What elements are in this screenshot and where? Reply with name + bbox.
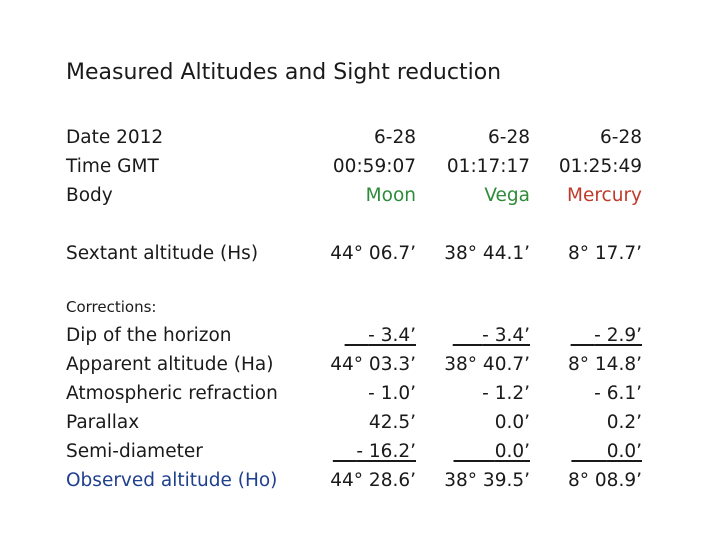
mercury-refraction: - 6.1’ (594, 383, 642, 404)
mercury-dip: - 2.9’ (594, 325, 642, 346)
vega-body: Vega (484, 185, 530, 206)
label-body: Body (66, 185, 113, 206)
vega-dip: - 3.4’ (482, 325, 530, 346)
vega-parallax: 0.0’ (494, 412, 530, 433)
mercury-body: Mercury (567, 185, 642, 206)
moon-hs: 44° 06.7’ (330, 243, 416, 264)
mercury-semidiameter: 0.0’ (606, 441, 642, 462)
mercury-parallax: 0.2’ (606, 412, 642, 433)
vega-refraction: - 1.2’ (482, 383, 530, 404)
label-semi-diameter: Semi-diameter (66, 441, 203, 462)
moon-semidiameter: - 16.2’ (356, 441, 416, 462)
mercury-hs: 8° 17.7’ (568, 243, 642, 264)
label-sextant-altitude: Sextant altitude (Hs) (66, 243, 259, 264)
mercury-time: 01:25:49 (558, 156, 642, 177)
moon-time: 00:59:07 (332, 156, 416, 177)
mercury-ho: 8° 08.9’ (568, 470, 642, 491)
moon-ha: 44° 03.3’ (330, 354, 416, 375)
label-time: Time GMT (66, 156, 159, 177)
label-refraction: Atmospheric refraction (66, 383, 278, 404)
moon-body: Moon (365, 185, 416, 206)
label-observed-altitude: Observed altitude (Ho) (66, 470, 278, 491)
moon-refraction: - 1.0’ (368, 383, 416, 404)
vega-date: 6-28 (488, 127, 530, 148)
vega-time: 01:17:17 (446, 156, 530, 177)
label-apparent-altitude: Apparent altitude (Ha) (66, 354, 274, 375)
mercury-date: 6-28 (600, 127, 642, 148)
moon-parallax: 42.5’ (368, 412, 416, 433)
mercury-ha: 8° 14.8’ (568, 354, 642, 375)
page-title: Measured Altitudes and Sight reduction (66, 60, 502, 85)
label-dip: Dip of the horizon (66, 325, 232, 346)
vega-ha: 38° 40.7’ (444, 354, 530, 375)
moon-ho: 44° 28.6’ (330, 470, 416, 491)
vega-ho: 38° 39.5’ (444, 470, 530, 491)
moon-date: 6-28 (374, 127, 416, 148)
moon-dip: - 3.4’ (368, 325, 416, 346)
label-date: Date 2012 (66, 127, 164, 148)
vega-semidiameter: 0.0’ (494, 441, 530, 462)
label-parallax: Parallax (66, 412, 140, 433)
vega-hs: 38° 44.1’ (444, 243, 530, 264)
label-corrections: Corrections: (66, 298, 157, 316)
